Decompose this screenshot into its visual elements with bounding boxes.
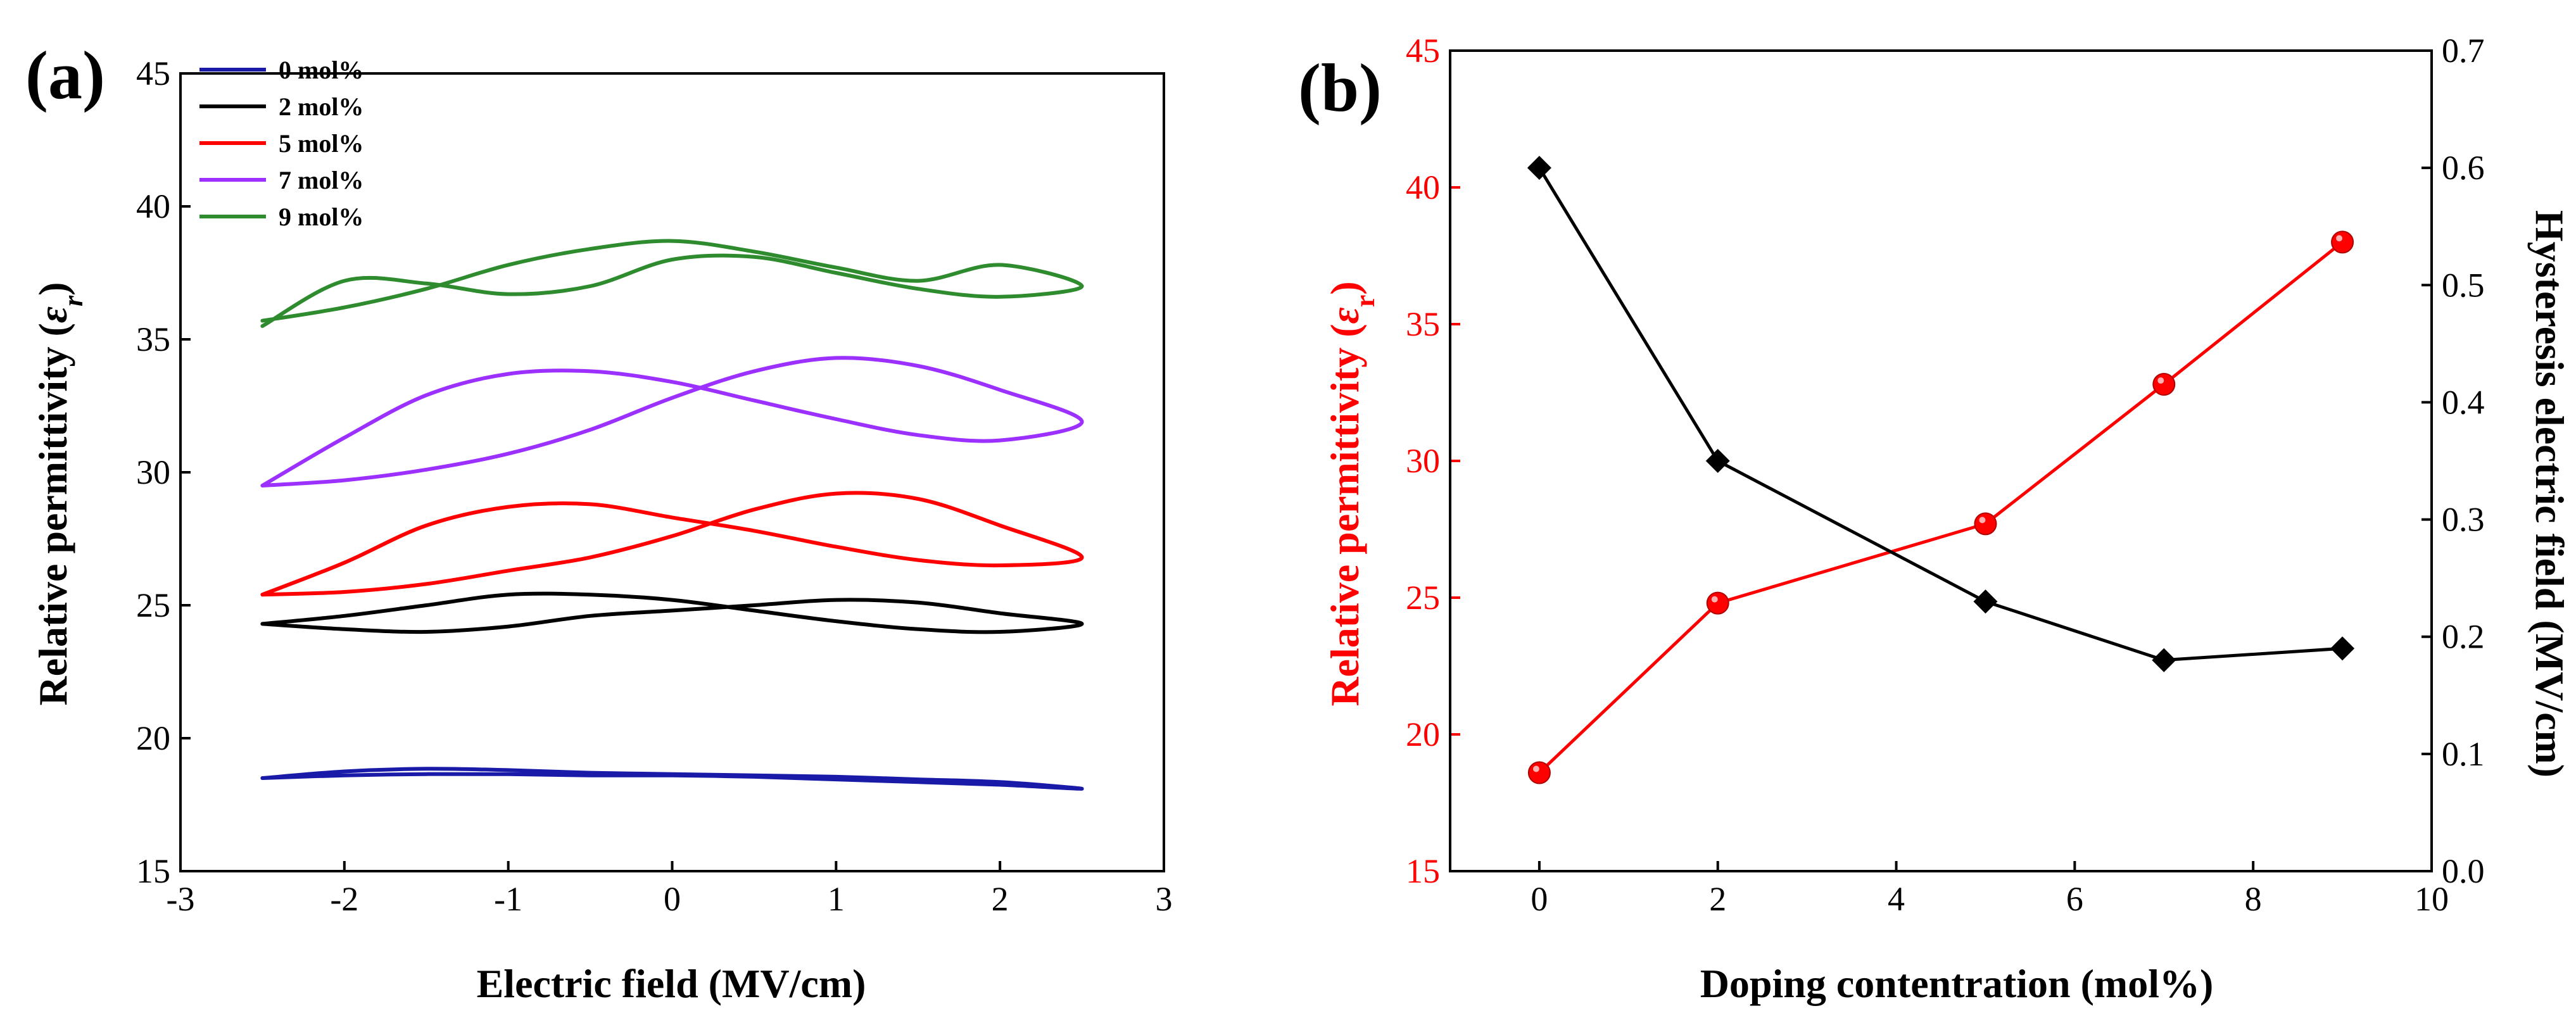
- panel-b-y2-tick-label: 0.6: [2442, 149, 2485, 187]
- panel-a-x-axis-label: Electric field (MV/cm): [477, 961, 866, 1006]
- permittivity-point-highlight: [1711, 596, 1718, 603]
- permittivity-point: [1974, 512, 1997, 536]
- panel-a-y-axis-label: Relative permittivity (εr): [30, 282, 89, 706]
- panel-a-label: (a): [25, 38, 105, 113]
- permittivity-point: [1706, 591, 1729, 615]
- panel-b-x-tick-label: 0: [1531, 880, 1548, 918]
- legend-label: 9 mol%: [279, 203, 363, 231]
- panel-a-curve-9-mol-: [260, 239, 1084, 328]
- legend-label: 7 mol%: [279, 166, 363, 194]
- panel-b-y-tick-label: 40: [1406, 168, 1440, 206]
- panel-b-y-label-symbol: ε: [1322, 307, 1367, 324]
- panel-a-y-label-prefix: Relative permittivity (: [30, 323, 75, 705]
- permittivity-point-highlight: [2157, 377, 2164, 384]
- panel-a-y-tick-label: 40: [136, 187, 170, 225]
- hysteresis-point: [1973, 589, 1998, 614]
- panel-b-y2-tick-label: 0.0: [2442, 852, 2485, 890]
- panel-b-y2-tick-label: 0.7: [2442, 32, 2485, 70]
- panel-b-x-axis-label: Doping contentration (mol%): [1700, 961, 2214, 1006]
- panel-a-curve-2-mol-: [260, 591, 1084, 634]
- panel-b: (b) 0 2 4 6 8 10 15 20 25 30 35 40 45 0.0 0.1 0.2 0.3 0.4…: [1298, 32, 2572, 1006]
- hysteresis-point: [2152, 648, 2176, 672]
- panel-b-y-tick-label: 25: [1406, 579, 1440, 617]
- panel-a-y-label-symbol: ε: [30, 306, 75, 323]
- permittivity-point: [1527, 761, 1551, 784]
- panel-a-x-tick-label: 1: [828, 880, 845, 918]
- panel-a-x-tick-label: -2: [330, 880, 358, 918]
- hysteresis-point: [1527, 156, 1551, 180]
- panel-a-plot-frame: [179, 72, 1165, 872]
- legend-label: 2 mol%: [279, 92, 363, 121]
- panel-a-y-label-subscript: r: [58, 295, 89, 306]
- panel-a-x-tick-label: -1: [494, 880, 522, 918]
- panel-b-x-tick-label: 6: [2066, 880, 2083, 918]
- panel-a-y-tick-label: 15: [136, 852, 170, 890]
- panel-a-curve-7-mol-: [260, 356, 1084, 487]
- panel-b-x-tick-label: 2: [1709, 880, 1726, 918]
- panel-a-y-tick-label: 25: [136, 586, 170, 624]
- panel-b-y-label-prefix: Relative permittivity (: [1322, 324, 1367, 706]
- panel-a-curve-0-mol-: [260, 767, 1084, 791]
- panel-a: (a) -3 -2 -1 0 1 2 3 15 20 25 30 35 40 45 0 mol% 2 mol…: [25, 38, 1173, 1006]
- hysteresis-point: [1705, 449, 1730, 473]
- panel-b-y-tick-label: 15: [1406, 852, 1440, 890]
- panel-b-x-tick-label: 10: [2415, 880, 2449, 918]
- permittivity-point-highlight: [1979, 517, 1986, 524]
- panel-b-y2-tick-label: 0.1: [2442, 735, 2485, 773]
- panel-a-x-tick-label: 3: [1156, 880, 1173, 918]
- panel-b-y-tick-label: 45: [1406, 32, 1440, 70]
- permittivity-point-highlight: [2336, 235, 2343, 242]
- panel-a-y-tick-label: 20: [136, 719, 170, 757]
- panel-b-y-tick-label: 30: [1406, 442, 1440, 480]
- panel-b-y2-tick-label: 0.5: [2442, 266, 2485, 304]
- panel-a-x-tick-label: 0: [664, 880, 681, 918]
- panel-b-y2-tick-label: 0.2: [2442, 618, 2485, 656]
- panel-b-y-label-suffix: ): [1322, 281, 1367, 294]
- panel-b-y-tick-label: 20: [1406, 715, 1440, 753]
- panel-b-y2-tick-label: 0.3: [2442, 501, 2485, 539]
- panel-a-x-tick-label: 2: [992, 880, 1009, 918]
- panel-a-x-tick-label: -3: [167, 880, 195, 918]
- panel-a-y-tick-label: 30: [136, 453, 170, 491]
- panel-b-plot-frame: [1449, 49, 2433, 872]
- panel-b-y2-tick-label: 0.4: [2442, 383, 2485, 421]
- panel-b-x-tick-label: 4: [1888, 880, 1905, 918]
- panel-a-y-tick-label: 35: [136, 320, 170, 358]
- permittivity-point: [2152, 373, 2176, 396]
- panel-b-label: (b): [1298, 51, 1382, 126]
- legend-label: 0 mol%: [279, 56, 363, 84]
- panel-b-line-hysteresis: [1537, 167, 2343, 662]
- hysteresis-point: [2330, 636, 2355, 661]
- permittivity-point-highlight: [1532, 765, 1539, 772]
- panel-a-legend: 0 mol% 2 mol% 5 mol% 7 mol% 9 mol%: [199, 56, 363, 231]
- panel-a-y-label-suffix: ): [30, 282, 75, 296]
- legend-label: 5 mol%: [279, 129, 363, 158]
- panel-b-y-label-subscript: r: [1349, 295, 1380, 308]
- panel-a-y-tick-label: 45: [136, 54, 170, 92]
- panel-a-curve-5-mol-: [260, 491, 1084, 597]
- panel-b-line-permittivity: [1538, 241, 2344, 774]
- panel-b-y2-axis-label: Hysteresis electric field (MV/cm): [2527, 210, 2572, 777]
- panel-b-y-axis-label: Relative permittivity (εr): [1322, 281, 1380, 706]
- panel-b-x-tick-label: 8: [2245, 880, 2262, 918]
- panel-b-y-tick-label: 35: [1406, 305, 1440, 343]
- permittivity-point: [2331, 230, 2354, 254]
